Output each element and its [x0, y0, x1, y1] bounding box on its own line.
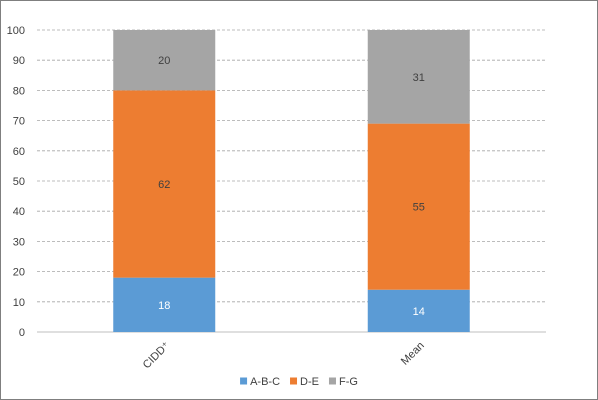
y-tick-label-6: 60	[13, 146, 25, 158]
data-label-1-2: 14	[413, 306, 425, 318]
bar-3-1	[113, 30, 216, 91]
y-tick-label-8: 80	[13, 85, 25, 97]
data-label-2-2: 55	[413, 202, 425, 214]
y-tick-label-2: 20	[13, 267, 25, 279]
x-tick-label-2: Mean	[399, 340, 427, 368]
y-tick-label-7: 70	[13, 116, 25, 128]
y-tick-label-9: 90	[13, 55, 25, 67]
legend-swatch-2	[290, 377, 298, 385]
data-label-3-2: 31	[413, 72, 425, 84]
y-axis: 0 10 20 30 40 50 60 70 80 90 100	[7, 25, 25, 339]
bar-2-2	[367, 123, 470, 290]
y-tick-label-1: 10	[13, 297, 25, 309]
legend-swatch-1	[240, 377, 248, 385]
data-label-3-1: 20	[158, 55, 170, 67]
data-label-1-1: 18	[158, 300, 170, 312]
legend-label-1: A-B-C	[250, 376, 280, 388]
bar-1-2	[367, 289, 470, 332]
data-label-2-1: 62	[158, 179, 170, 191]
x-axis: CIDD⁺ Mean	[141, 340, 427, 372]
legend-label-2: D-E	[300, 376, 319, 388]
y-tick-label-5: 50	[13, 176, 25, 188]
bar-1-1	[113, 277, 216, 332]
legend-swatch-3	[328, 377, 336, 385]
y-tick-label-0: 0	[19, 327, 25, 339]
bar-2-1	[113, 90, 216, 278]
x-tick-label-1: CIDD⁺	[141, 340, 173, 372]
bar-3-2	[367, 30, 470, 124]
y-tick-label-3: 30	[13, 236, 25, 248]
y-tick-label-4: 40	[13, 206, 25, 218]
bars: 18 62 20 14 55 31	[113, 30, 470, 332]
legend-label-3: F-G	[339, 376, 358, 388]
legend: A-B-C D-E F-G	[240, 376, 358, 388]
y-tick-label-10: 100	[7, 25, 25, 37]
